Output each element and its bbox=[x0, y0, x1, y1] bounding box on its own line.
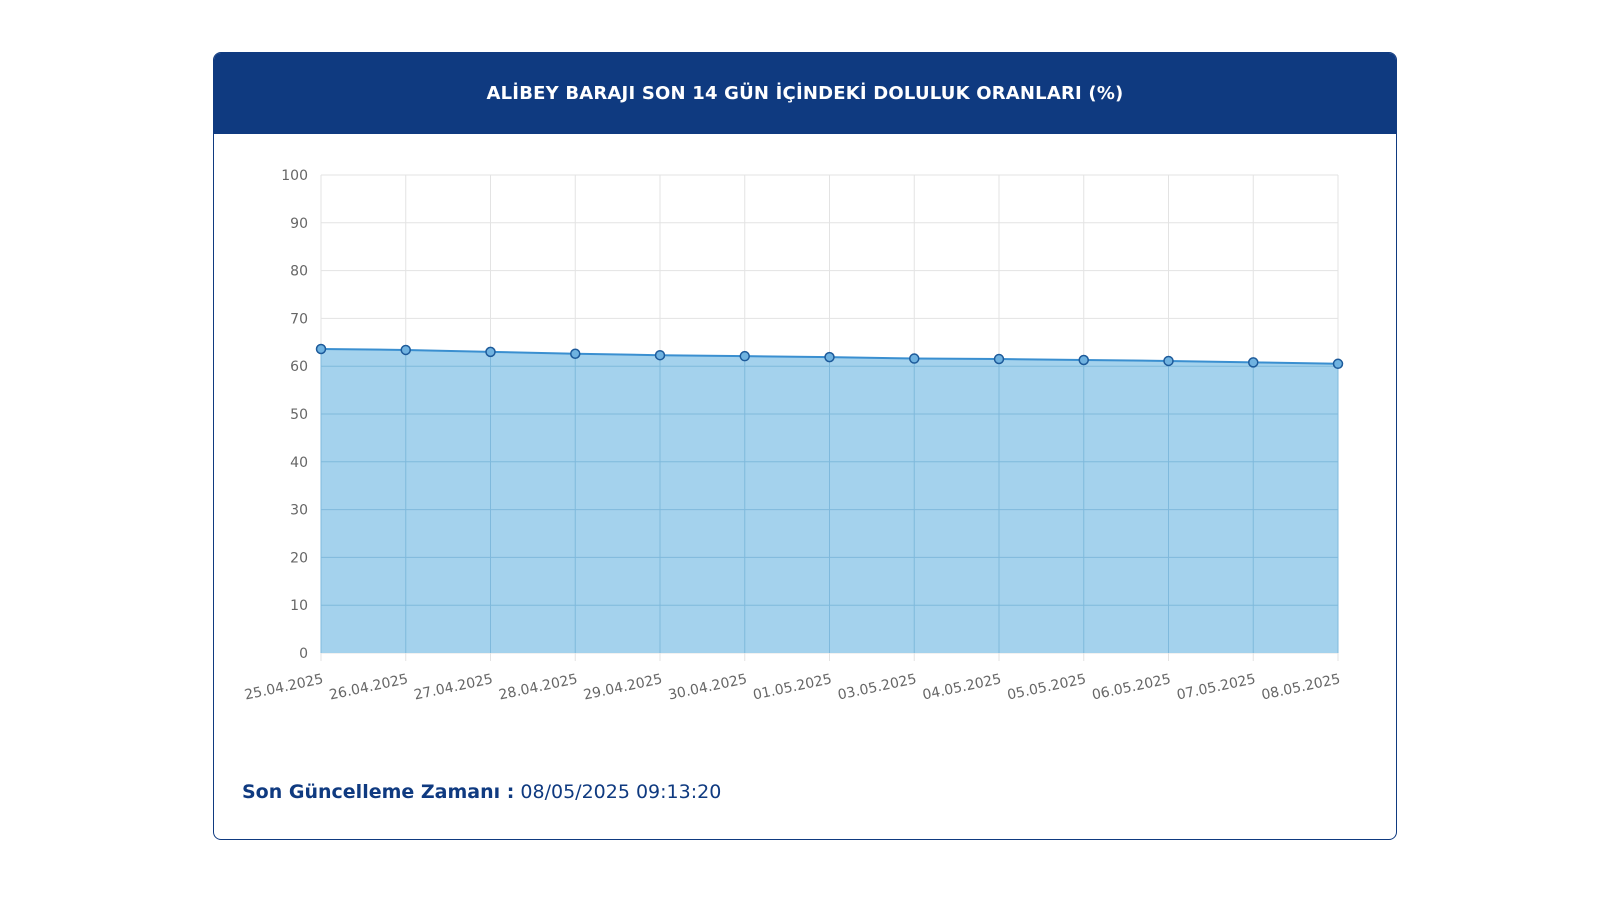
last-update-value: 08/05/2025 09:13:20 bbox=[520, 781, 722, 803]
card-header: ALİBEY BARAJI SON 14 GÜN İÇİNDEKİ DOLULU… bbox=[214, 53, 1396, 134]
x-tick-label: 28.04.2025 bbox=[497, 671, 579, 703]
data-point bbox=[909, 353, 920, 364]
y-tick-label: 40 bbox=[290, 455, 308, 471]
data-point bbox=[824, 351, 835, 363]
x-tick-label: 03.05.2025 bbox=[836, 671, 918, 703]
y-tick-label: 100 bbox=[281, 168, 308, 184]
x-tick-label: 07.05.2025 bbox=[1175, 671, 1257, 703]
x-tick-label: 04.05.2025 bbox=[921, 671, 1003, 703]
chart-card: ALİBEY BARAJI SON 14 GÜN İÇİNDEKİ DOLULU… bbox=[213, 52, 1397, 840]
y-tick-label: 20 bbox=[290, 550, 308, 566]
y-tick-label: 10 bbox=[290, 598, 308, 614]
y-tick-label: 70 bbox=[290, 311, 308, 327]
y-tick-label: 80 bbox=[290, 264, 308, 280]
data-point bbox=[485, 346, 496, 358]
data-point bbox=[739, 350, 750, 362]
x-tick-label: 27.04.2025 bbox=[413, 671, 495, 703]
chart-area: 0 10 20 30 40 50 60 70 80 90 100 25.04.2025 26.04.20… bbox=[214, 134, 1395, 754]
line-area-chart: 0 10 20 30 40 50 60 70 80 90 100 25.04.2025 26.04.20… bbox=[243, 168, 1344, 704]
y-tick-label: 90 bbox=[290, 216, 308, 232]
x-tick-label: 01.05.2025 bbox=[752, 671, 834, 703]
y-tick-label: 0 bbox=[299, 646, 308, 662]
data-point bbox=[993, 353, 1005, 365]
data-point bbox=[400, 344, 411, 356]
x-tick-label: 30.04.2025 bbox=[667, 671, 749, 703]
data-point bbox=[1248, 357, 1259, 368]
data-point bbox=[1332, 358, 1344, 370]
y-tick-label: 50 bbox=[290, 407, 308, 423]
x-tick-label: 29.04.2025 bbox=[582, 671, 664, 703]
x-tick-label: 25.04.2025 bbox=[243, 671, 325, 703]
x-tick-label: 05.05.2025 bbox=[1006, 671, 1088, 703]
y-tick-label: 30 bbox=[290, 503, 308, 519]
y-tick-label: 60 bbox=[290, 359, 308, 375]
last-update-label: Son Güncelleme Zamanı : bbox=[242, 781, 515, 803]
data-point bbox=[1163, 355, 1174, 367]
data-point bbox=[1078, 354, 1089, 366]
data-point bbox=[570, 348, 581, 360]
x-tick-label: 06.05.2025 bbox=[1091, 671, 1173, 703]
x-tick-label: 08.05.2025 bbox=[1260, 671, 1342, 703]
data-point bbox=[654, 349, 666, 361]
data-point bbox=[315, 343, 327, 355]
chart-title: ALİBEY BARAJI SON 14 GÜN İÇİNDEKİ DOLULU… bbox=[486, 83, 1124, 104]
last-update: Son Güncelleme Zamanı : 08/05/2025 09:13… bbox=[242, 781, 721, 803]
x-tick-label: 26.04.2025 bbox=[328, 671, 410, 703]
